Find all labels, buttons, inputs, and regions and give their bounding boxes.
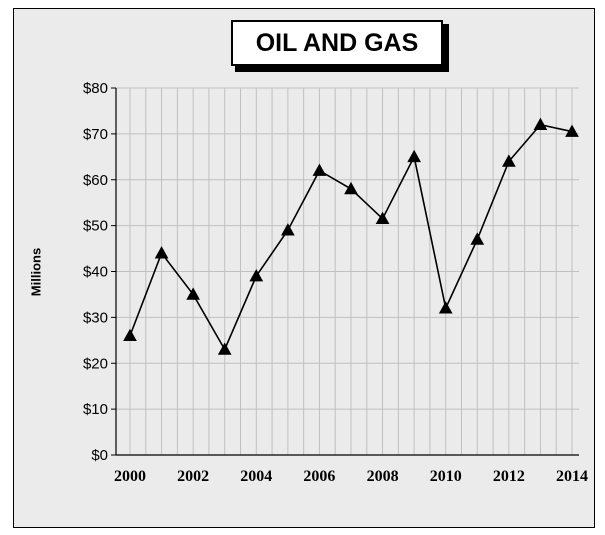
data-point-marker — [533, 117, 548, 130]
y-tick-label: $0 — [91, 447, 108, 464]
x-tick-labels: 2000 2002 2004 2006 2008 2010 2012 2014 — [114, 468, 588, 485]
data-point-marker — [249, 269, 264, 282]
x-tick-label: 2000 — [114, 468, 146, 485]
x-tick-label: 2010 — [430, 468, 462, 485]
y-tick-label: $30 — [83, 309, 108, 326]
x-tick-label: 2002 — [177, 468, 209, 485]
data-point-marker — [502, 154, 516, 167]
data-point-marker — [312, 163, 327, 176]
chart-title: OIL AND GAS — [231, 20, 443, 66]
x-tick-label: 2008 — [367, 468, 399, 485]
data-point-marker — [186, 287, 200, 300]
x-tick-label: 2006 — [303, 468, 335, 485]
data-point-marker — [565, 124, 579, 137]
data-point-marker — [344, 181, 358, 195]
y-tick-label: $50 — [83, 218, 108, 235]
y-tick-label: $40 — [83, 264, 108, 281]
y-tick-label: $10 — [83, 401, 108, 418]
x-tick-label: 2004 — [240, 468, 272, 485]
data-point-marker — [438, 301, 453, 314]
data-point-marker — [217, 342, 232, 355]
data-point-marker — [281, 223, 295, 236]
data-point-marker — [375, 211, 390, 225]
y-tick-label: $60 — [83, 172, 108, 189]
x-tick-label: 2014 — [556, 468, 588, 485]
x-tick-label: 2012 — [493, 468, 525, 485]
data-point-marker — [407, 149, 421, 163]
data-point-marker — [154, 246, 169, 259]
y-tick-labels: $0 $10 $20 $30 $40 $50 $60 $70 $80 — [83, 80, 108, 464]
data-markers — [123, 117, 579, 355]
y-tick-label: $70 — [83, 126, 108, 143]
y-tick-label: $20 — [83, 355, 108, 372]
data-point-marker — [470, 232, 485, 245]
y-tick-label: $80 — [83, 80, 108, 97]
data-point-marker — [123, 328, 137, 342]
axes — [111, 87, 579, 456]
